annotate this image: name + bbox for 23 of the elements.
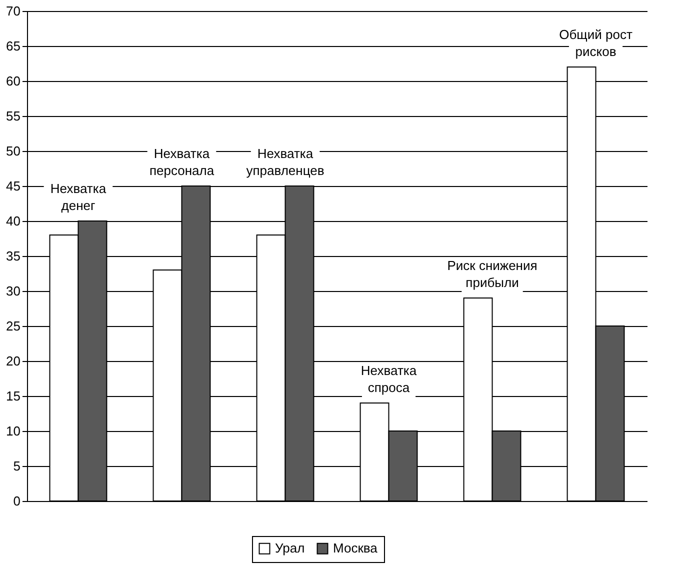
- legend-label: Урал: [275, 540, 305, 556]
- y-tick-label: 60: [6, 74, 20, 88]
- y-tick-label: 0: [13, 494, 20, 508]
- category-label: Нехватка персонала: [149, 146, 214, 178]
- category-label: Нехватка денег: [50, 181, 106, 213]
- y-tick-label: 55: [6, 108, 20, 124]
- y-tick-label: 35: [6, 248, 20, 264]
- y-tick-label: 30: [6, 284, 20, 298]
- y-tick-label: 40: [6, 214, 20, 228]
- category-label: Общий рост рисков: [559, 27, 632, 59]
- y-tick-label: 45: [6, 178, 20, 194]
- legend-label: Москва: [333, 540, 378, 556]
- y-tick-label: 25: [6, 318, 20, 334]
- category-label: Нехватка спроса: [360, 363, 417, 395]
- y-tick-label: 65: [6, 38, 20, 54]
- y-tick-label: 15: [6, 388, 20, 404]
- y-tick-label: 50: [6, 144, 20, 158]
- category-label: Нехватка управленцев: [246, 146, 324, 178]
- y-tick-label: 5: [13, 458, 20, 474]
- y-tick-label: 70: [6, 4, 20, 18]
- y-tick-label: 20: [6, 354, 20, 368]
- category-label: Риск снижения прибыли: [447, 258, 538, 290]
- y-tick-label: 10: [6, 424, 20, 438]
